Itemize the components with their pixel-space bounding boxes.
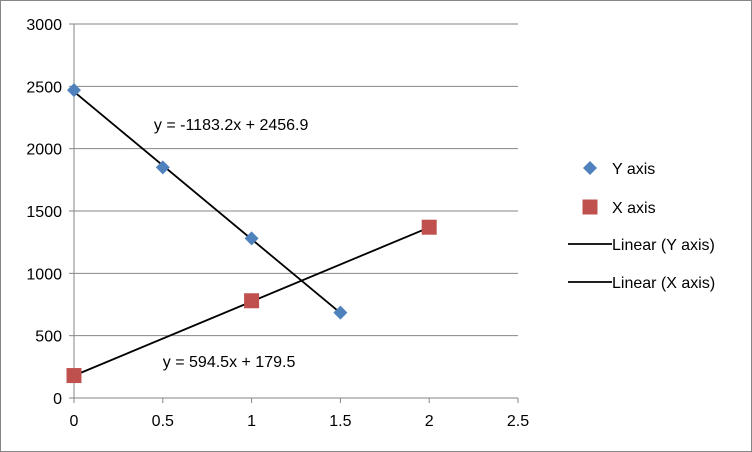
trendline-equation: y = 594.5x + 179.5 xyxy=(163,354,296,371)
y-tick-label: 2000 xyxy=(26,142,62,159)
data-point xyxy=(244,293,260,309)
legend-marker xyxy=(582,199,598,215)
data-point xyxy=(244,231,259,246)
data-point xyxy=(155,160,170,175)
legend: Y axis X axis Linear (Y axis) Linear (X axi… xyxy=(568,161,715,292)
y-tick-label: 500 xyxy=(35,329,62,346)
legend-label: Linear (X axis) xyxy=(612,275,715,292)
x-tick-label: 1.5 xyxy=(329,413,351,430)
data-point xyxy=(66,368,82,384)
x-tick-label: 2.5 xyxy=(507,413,529,430)
y-tick-label: 1500 xyxy=(26,204,62,221)
trendline xyxy=(73,91,341,314)
x-tick-label: 0 xyxy=(70,413,79,430)
gridlines xyxy=(74,23,518,337)
x-tick-label: 0.5 xyxy=(152,413,174,430)
data-point xyxy=(333,305,348,320)
legend-label: X axis xyxy=(612,200,656,217)
data-point xyxy=(421,219,437,235)
legend-label: Y axis xyxy=(612,161,655,178)
x-tick-label: 2 xyxy=(425,413,434,430)
data-points xyxy=(66,83,437,384)
x-tick-label: 1 xyxy=(247,413,256,430)
y-tick-label: 2500 xyxy=(26,79,62,96)
y-tick-label: 1000 xyxy=(26,266,62,283)
trendline-equations: y = -1183.2x + 2456.9 y = 594.5x + 179.5 xyxy=(154,117,309,371)
y-tick-label: 3000 xyxy=(26,17,62,34)
y-tick-label: 0 xyxy=(53,391,62,408)
data-point xyxy=(67,83,81,98)
axes: 0 500 1000 1500 2000 2500 3000 0 0.5 1 1.5 2 2.5 xyxy=(26,17,529,430)
legend-label: Linear (Y axis) xyxy=(612,237,715,254)
trendline-equation: y = -1183.2x + 2456.9 xyxy=(154,117,309,134)
legend-marker xyxy=(583,161,597,175)
